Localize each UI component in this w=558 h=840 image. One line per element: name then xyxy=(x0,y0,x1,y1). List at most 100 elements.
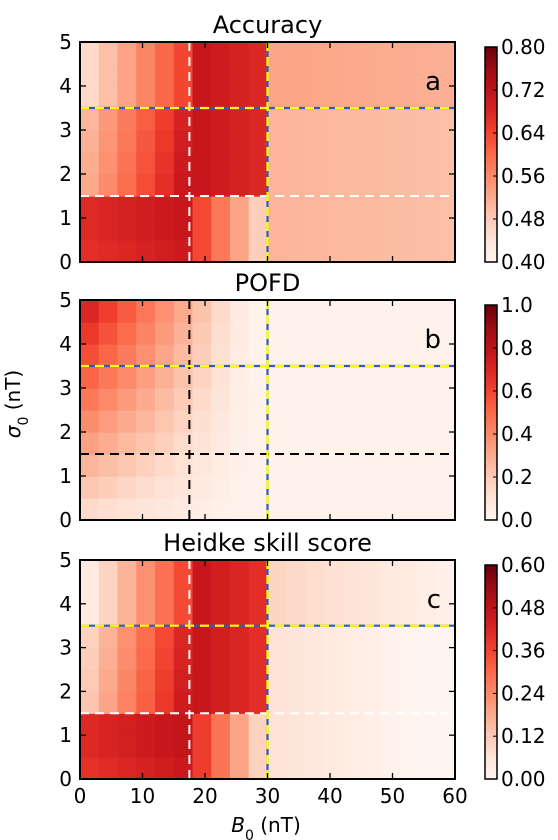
heatmap-cell xyxy=(323,152,344,175)
heatmap-cell xyxy=(80,713,100,736)
heatmap-cell xyxy=(342,603,362,627)
heatmap-cell xyxy=(192,713,212,736)
heatmap-cell xyxy=(248,669,269,692)
heatmap-cell xyxy=(117,64,137,87)
heatmap-cell xyxy=(80,669,100,692)
panel-title: POFD xyxy=(235,269,301,297)
heatmap-cell xyxy=(230,366,250,389)
heatmap-cell xyxy=(117,42,137,65)
heatmap-cell xyxy=(380,647,400,671)
heatmap-cell xyxy=(267,713,287,736)
heatmap-cell xyxy=(267,64,287,87)
heatmap-cell xyxy=(361,625,381,649)
heatmap-cell xyxy=(117,625,137,649)
heatmap-cell xyxy=(211,130,231,153)
heatmap-cell xyxy=(211,647,231,671)
heatmap-cell xyxy=(436,196,456,219)
heatmap-cell xyxy=(342,388,362,411)
heatmap-cell xyxy=(305,647,325,671)
heatmap-cell xyxy=(398,560,419,583)
heatmap-cell xyxy=(380,410,400,433)
heatmap-cell xyxy=(80,86,100,109)
heatmap-cell xyxy=(248,64,269,87)
heatmap-cell xyxy=(436,300,456,323)
heatmap-cell xyxy=(117,476,137,499)
heatmap-cell xyxy=(136,322,156,345)
heatmap-cell xyxy=(192,388,212,411)
heatmap-cell xyxy=(192,691,212,714)
heatmap-cell xyxy=(380,300,400,323)
heatmap-cell xyxy=(80,42,100,65)
heatmap-cell xyxy=(380,240,400,263)
heatmap-cell xyxy=(436,218,456,241)
heatmap-cell xyxy=(98,196,119,219)
heatmap-cell xyxy=(417,108,437,131)
heatmap-cell xyxy=(398,218,419,241)
heatmap-cell xyxy=(380,130,400,153)
heatmap-cell xyxy=(323,625,344,649)
colorbar-tick-label: 0.56 xyxy=(501,164,546,188)
x-tick-label: 50 xyxy=(380,784,405,808)
x-tick-label: 20 xyxy=(192,784,217,808)
heatmap-cell xyxy=(98,152,119,175)
heatmap-cell xyxy=(305,64,325,87)
heatmap-cell xyxy=(436,322,456,345)
heatmap-cell xyxy=(267,669,287,692)
heatmap-cell xyxy=(323,581,344,605)
heatmap-cell xyxy=(80,735,100,758)
heatmap-cell xyxy=(136,64,156,87)
heatmap-cell xyxy=(248,344,269,367)
heatmap-cell xyxy=(192,581,212,605)
heatmap-cell xyxy=(267,240,287,263)
heatmap-cell xyxy=(155,560,175,583)
heatmap-cell xyxy=(117,454,137,477)
heatmap-cell xyxy=(361,64,381,87)
heatmap-panel-a: Accuracy a 0 1 2 3 4 5 0.40 0.48 0.56 0.64 0.72 0.80 xyxy=(59,11,545,274)
heatmap-cell xyxy=(136,42,156,65)
heatmap-cell xyxy=(342,454,362,477)
heatmap-cell xyxy=(417,366,437,389)
heatmap-cell xyxy=(155,322,175,345)
colorbar-tick-label: 0.48 xyxy=(501,207,546,231)
heatmap-cell xyxy=(398,300,419,323)
heatmap-cell xyxy=(211,454,231,477)
heatmap-cell xyxy=(342,300,362,323)
heatmap-cell xyxy=(98,581,119,605)
heatmap-cell xyxy=(361,454,381,477)
heatmap-cell xyxy=(342,669,362,692)
heatmap-cell xyxy=(230,86,250,109)
heatmap-cell xyxy=(305,86,325,109)
heatmap-cell xyxy=(417,560,437,583)
heatmap-cell xyxy=(136,130,156,153)
heatmap-cell xyxy=(417,300,437,323)
heatmap-cell xyxy=(361,713,381,736)
heatmap-cell xyxy=(192,735,212,758)
heatmap-cell xyxy=(361,344,381,367)
heatmap-cell xyxy=(305,735,325,758)
heatmap-cell xyxy=(173,86,194,109)
heatmap-cell xyxy=(98,240,119,263)
heatmap-cell xyxy=(192,152,212,175)
heatmap-cell xyxy=(323,240,344,263)
heatmap-cell xyxy=(417,218,437,241)
heatmap-cell xyxy=(117,498,137,521)
heatmap-cell xyxy=(248,432,269,455)
heatmap-cell xyxy=(436,713,456,736)
heatmap-cell xyxy=(417,174,437,197)
heatmap-cell xyxy=(248,735,269,758)
heatmap-cell xyxy=(117,108,137,131)
heatmap-cell xyxy=(173,691,194,714)
heatmap-cell xyxy=(173,713,194,736)
heatmap-cells xyxy=(80,42,456,263)
heatmap-cell xyxy=(267,388,287,411)
heatmap-cell xyxy=(155,410,175,433)
heatmap-cell xyxy=(342,713,362,736)
heatmap-cell xyxy=(305,196,325,219)
heatmap-cell xyxy=(211,410,231,433)
heatmap-cell xyxy=(98,454,119,477)
heatmap-cell xyxy=(286,713,306,736)
heatmap-cell xyxy=(155,669,175,692)
heatmap-cell xyxy=(80,647,100,671)
heatmap-cell xyxy=(155,152,175,175)
